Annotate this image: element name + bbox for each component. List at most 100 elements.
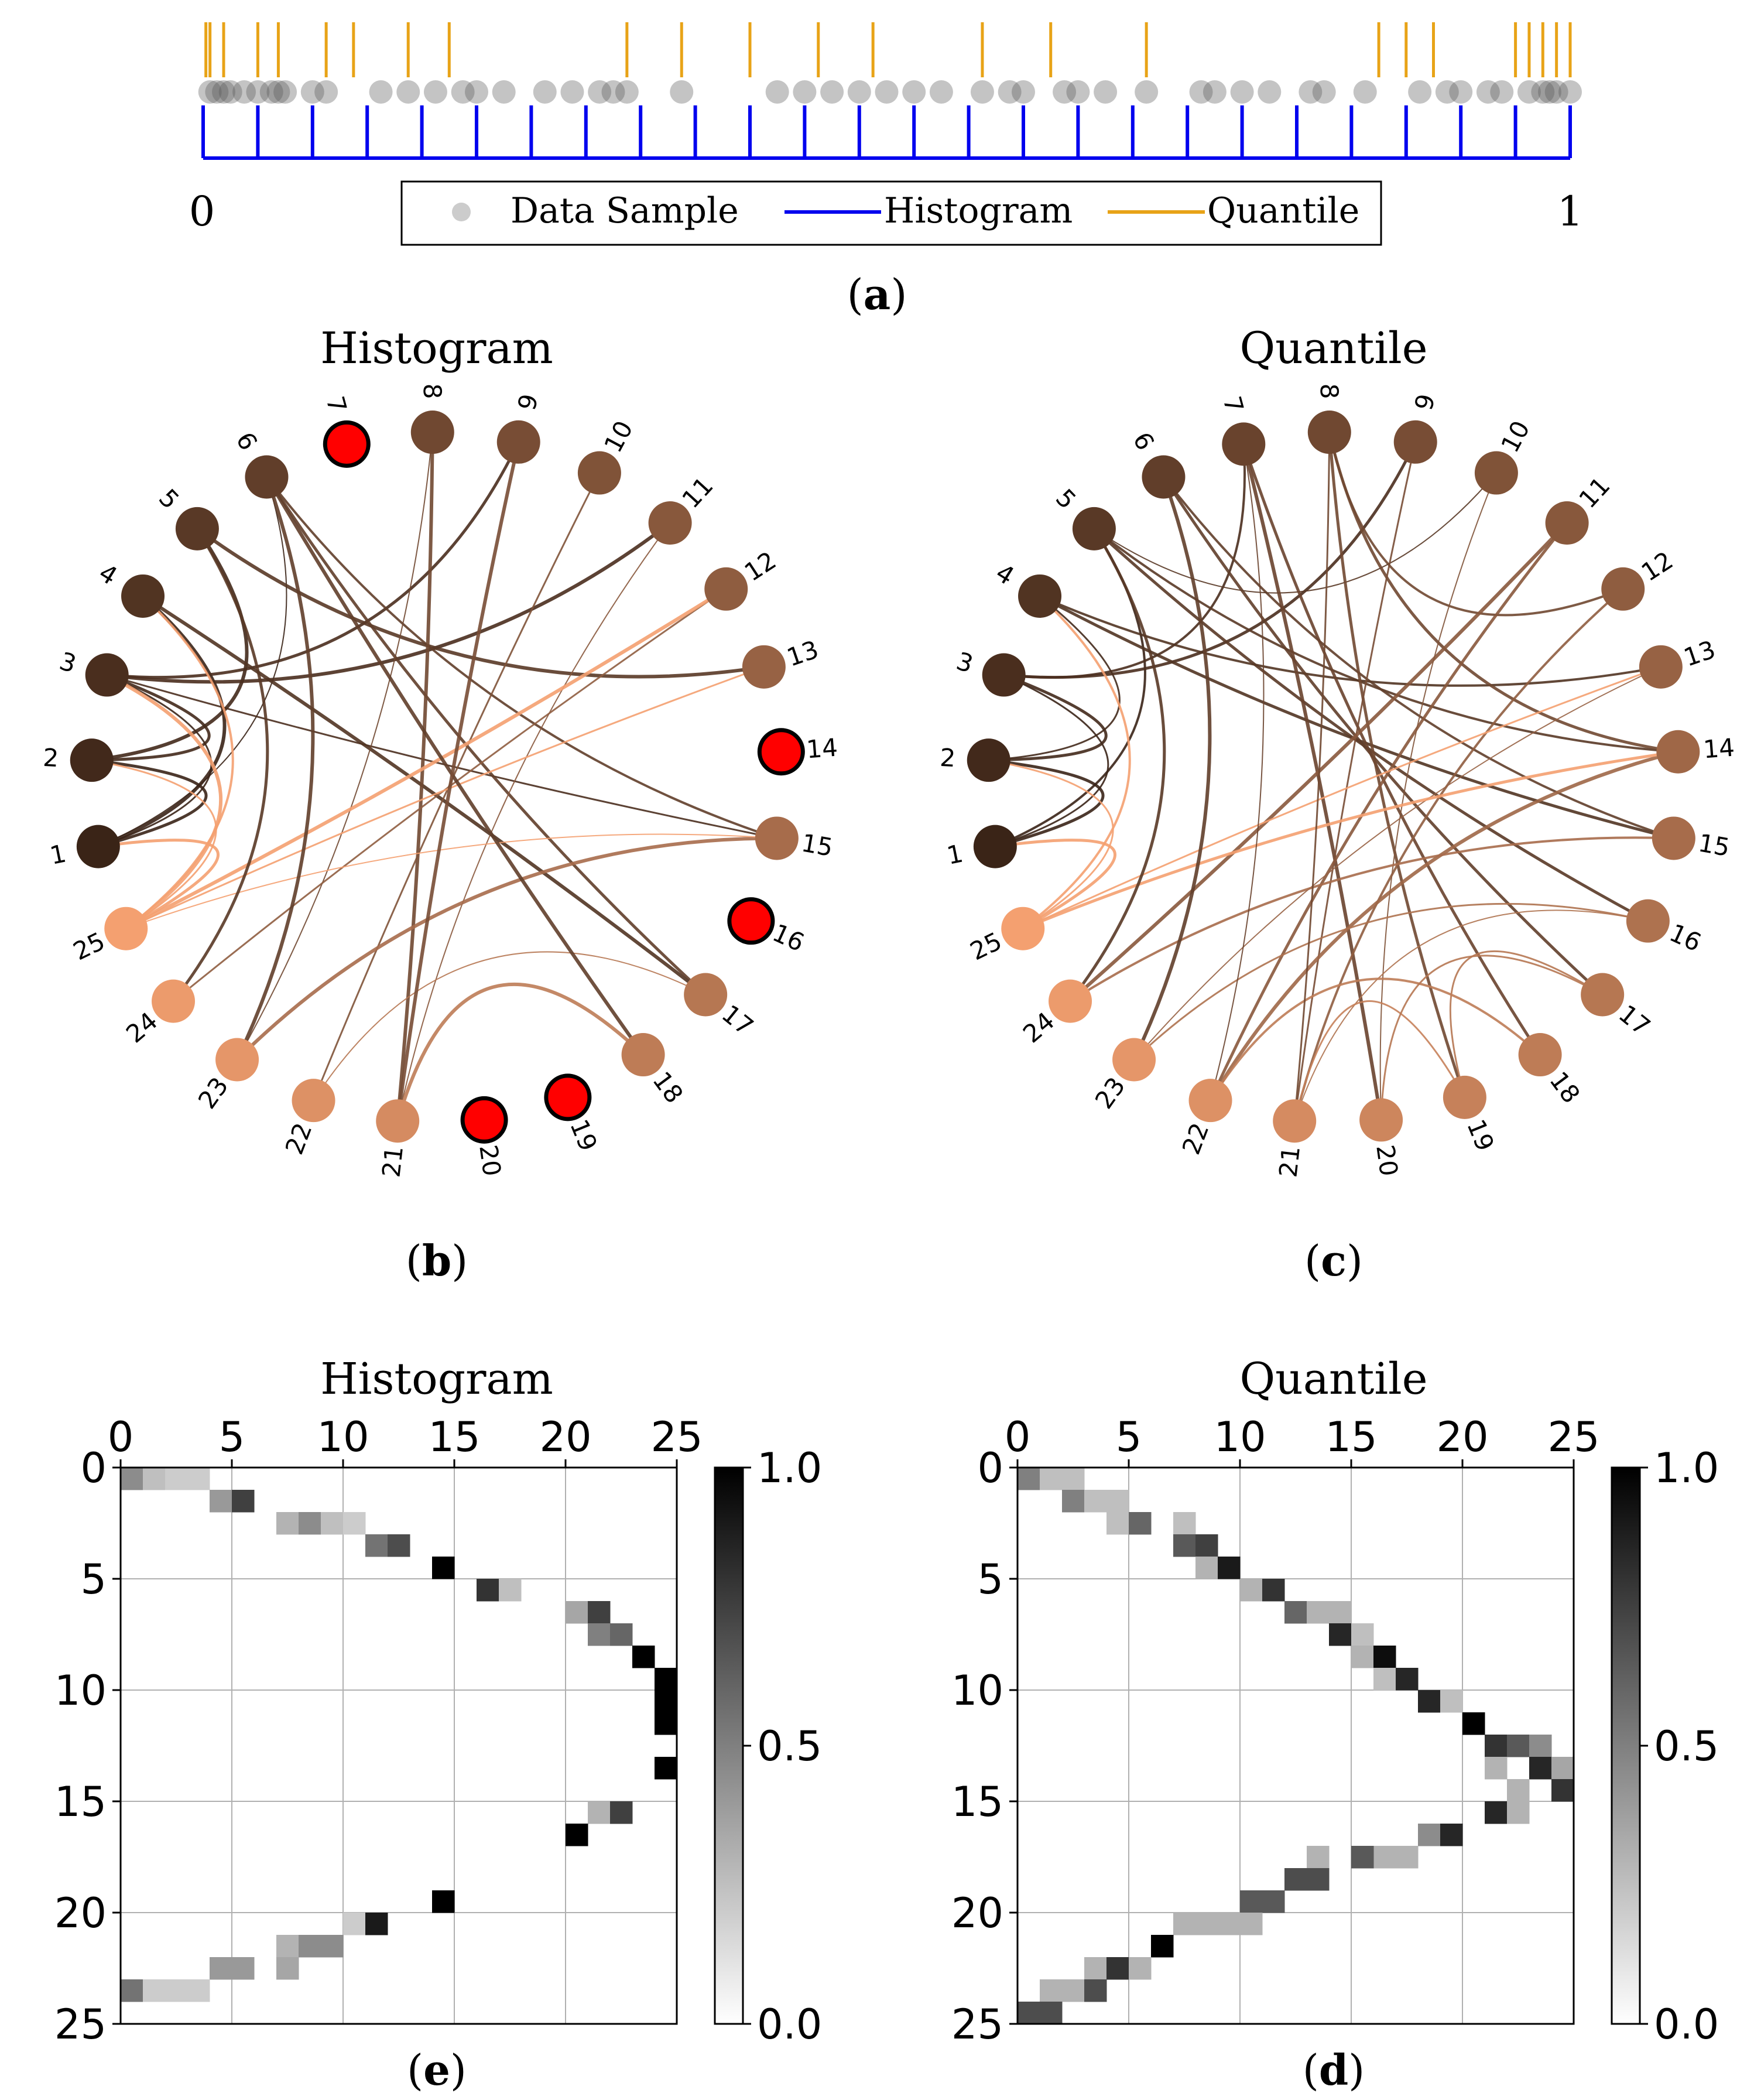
b-node-10	[577, 451, 621, 495]
b-edge-8-21	[396, 432, 434, 1121]
data-sample-8	[273, 80, 297, 104]
d-xtick-label-4: 20	[1436, 1413, 1488, 1461]
c-node-label-22: 22	[1177, 1119, 1215, 1158]
d-cell-0-0	[1018, 1468, 1040, 1490]
data-sample-28	[902, 80, 926, 104]
b-node-label-19: 19	[564, 1115, 603, 1155]
c-node-16	[1626, 899, 1670, 943]
data-sample-25	[820, 80, 844, 104]
d-cell-0-2	[1062, 1468, 1085, 1490]
d-cell-9-16	[1373, 1668, 1396, 1691]
data-sample-44	[1408, 80, 1432, 104]
b-node-1	[76, 825, 120, 868]
data-sample-9	[300, 80, 324, 104]
panel-d-title: Quantile	[1240, 1354, 1428, 1404]
d-ytick-label-0: 0	[977, 1444, 1003, 1492]
b-node-23	[215, 1038, 259, 1082]
legend-sample-marker	[452, 203, 471, 221]
c-node-13	[1639, 645, 1683, 689]
c-edge-14-22	[1208, 750, 1679, 1102]
c-node-label-19: 19	[1461, 1115, 1500, 1155]
c-node-11	[1545, 501, 1589, 545]
b-edge-15-23	[235, 836, 777, 1061]
c-node-10	[1474, 451, 1518, 495]
e-cell-3-12	[388, 1534, 410, 1557]
d-cell-13-24	[1551, 1757, 1574, 1780]
e-cell-22-5	[232, 1957, 255, 1980]
d-cell-12-23	[1529, 1735, 1552, 1757]
c-node-label-6: 6	[1128, 427, 1160, 455]
c-edge-1-3	[995, 674, 1109, 848]
e-ytick-label-4: 20	[54, 1889, 107, 1937]
e-cell-5-16	[477, 1579, 499, 1602]
b-edge-6-15	[265, 476, 777, 840]
legend-histogram: Histogram	[884, 190, 1073, 231]
e-cell-2-10	[343, 1512, 366, 1535]
c-edge-25-1	[995, 839, 1116, 930]
e-colorbar-label-0: 0.0	[757, 2000, 822, 2048]
c-edge-5-14	[1093, 528, 1678, 753]
b-edge-13-25	[125, 666, 765, 930]
c-edges	[988, 432, 1679, 1121]
e-xtick-label-4: 20	[539, 1413, 591, 1461]
d-cell-8-16	[1373, 1646, 1396, 1668]
b-node-label-22: 22	[280, 1119, 318, 1158]
c-edge-13-25	[1022, 666, 1661, 930]
b-edge-23-6	[235, 476, 315, 1061]
b-edge-5-13	[196, 527, 765, 679]
e-cell-23-2	[165, 1979, 188, 2002]
data-sample-39	[1230, 80, 1254, 104]
b-edge-3-15	[107, 674, 777, 839]
c-edge-24-5	[1069, 528, 1166, 1003]
caption-b: (b)	[406, 1236, 468, 1285]
b-node-label-1: 1	[47, 839, 68, 870]
e-colorbar-label-1: 0.5	[757, 1722, 822, 1770]
d-cell-11-20	[1462, 1712, 1485, 1735]
e-cell-3-11	[365, 1534, 388, 1557]
data-sample-37	[1189, 80, 1213, 104]
data-sample-49	[1517, 80, 1541, 104]
b-edges	[91, 432, 777, 1122]
b-edge-3-11	[107, 521, 672, 684]
c-edge-9-21	[1293, 442, 1417, 1121]
e-colorbar	[714, 1466, 744, 2025]
c-node-label-1: 1	[944, 839, 965, 870]
e-cell-7-21	[588, 1623, 611, 1646]
e-cell-22-7	[276, 1957, 299, 1980]
d-cell-20-8	[1195, 1913, 1218, 1935]
c-node-22	[1188, 1079, 1232, 1123]
d-cell-22-3	[1084, 1957, 1107, 1980]
axis-label-one: 1	[1557, 187, 1584, 235]
d-cell-2-4	[1106, 1512, 1129, 1535]
b-node-18	[621, 1033, 665, 1077]
e-cell-23-3	[187, 1979, 210, 2002]
d-cell-17-17	[1396, 1846, 1419, 1869]
data-sample-41	[1299, 80, 1323, 104]
e-cell-6-21	[588, 1601, 611, 1624]
d-cell-14-22	[1507, 1779, 1530, 1802]
e-cell-0-0	[121, 1468, 143, 1490]
d-xtick-label-5: 25	[1547, 1413, 1599, 1461]
b-edge-4-17	[142, 594, 707, 996]
d-cell-20-7	[1173, 1913, 1196, 1935]
d-cell-2-7	[1173, 1512, 1196, 1535]
c-node-label-25: 25	[965, 926, 1006, 966]
d-cell-17-15	[1351, 1846, 1374, 1869]
data-sample-43	[1353, 80, 1377, 104]
c-edge-25-4	[1022, 595, 1131, 930]
c-edge-14-25	[1022, 750, 1678, 931]
data-sample-22	[670, 80, 694, 104]
data-sample-6	[259, 80, 283, 104]
data-sample-20	[615, 80, 639, 104]
caption-e-letter: e	[423, 2045, 450, 2095]
b-edge-18-6	[265, 476, 645, 1056]
c-edge-25-2	[988, 759, 1114, 929]
d-xtick-label-1: 5	[1116, 1413, 1142, 1461]
data-sample-10	[314, 80, 338, 104]
c-edge-15-24	[1069, 836, 1674, 1003]
c-node-14	[1656, 730, 1700, 774]
caption-a-letter: a	[864, 269, 891, 319]
b-node-label-13: 13	[783, 635, 822, 672]
